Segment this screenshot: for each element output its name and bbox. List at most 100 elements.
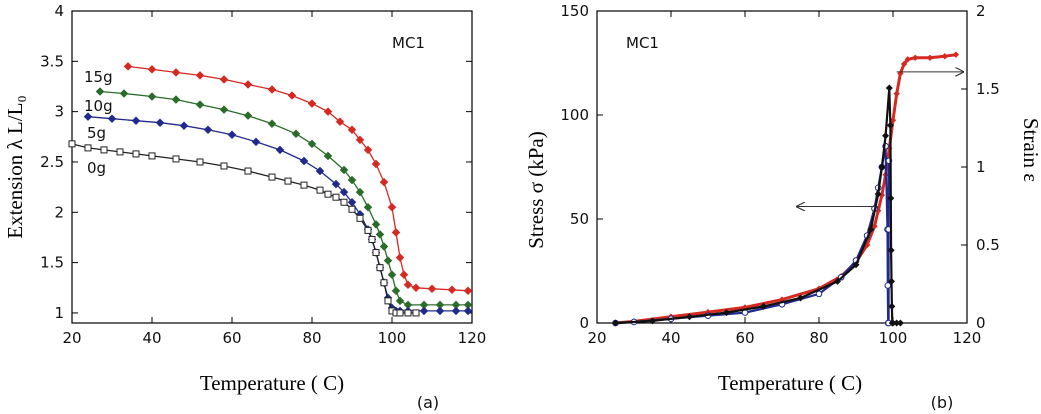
data-point [267, 85, 277, 94]
data-point [371, 220, 381, 229]
b-xtick-label: 80 [809, 329, 828, 347]
data-point [391, 286, 401, 296]
data-point [376, 264, 384, 272]
b-ytick-label-right: 0.5 [976, 236, 1000, 254]
data-point [347, 125, 357, 135]
data-point [878, 163, 886, 171]
a-xtick-label: 60 [222, 329, 241, 347]
data-point [267, 119, 277, 129]
data-point [356, 214, 364, 222]
data-point [339, 165, 349, 175]
data-point [347, 175, 357, 185]
data-point [116, 148, 124, 156]
legend-label-15g: 15g [84, 68, 113, 86]
chart-a-ticks: 20 40 60 80 100 120 1 1.5 2 2.5 3 3.5 4 [40, 2, 486, 347]
data-point [888, 302, 896, 310]
chart-a-annotation: MC1 [392, 34, 425, 52]
data-point [886, 121, 894, 129]
data-point [243, 80, 253, 89]
data-point [926, 54, 934, 61]
data-point [878, 191, 886, 199]
data-point [155, 118, 165, 128]
a-xtick-label: 20 [62, 329, 81, 347]
series-line-stress-blue [615, 146, 891, 325]
data-point [372, 249, 380, 257]
data-point [203, 125, 213, 135]
data-point [897, 70, 904, 77]
data-point [315, 166, 325, 176]
data-point [887, 194, 895, 202]
data-point [884, 282, 892, 289]
data-point [867, 225, 875, 233]
data-point [123, 62, 133, 71]
chart-b-ylabel-right: Strain ε [1019, 118, 1041, 182]
data-point [886, 145, 893, 152]
data-point [887, 246, 895, 254]
chart-b-panel-label: (b) [931, 393, 954, 412]
a-ytick-label: 1.5 [40, 254, 64, 272]
data-point [195, 71, 205, 80]
series-strain [612, 51, 960, 327]
data-point [368, 235, 376, 243]
data-point [332, 193, 340, 201]
data-point [323, 151, 333, 161]
data-point [371, 159, 381, 169]
data-point [396, 309, 404, 317]
data-point [324, 190, 332, 198]
data-point [888, 277, 896, 285]
a-ytick-label: 2.5 [40, 153, 64, 171]
data-point [340, 198, 348, 206]
a-xtick-label: 120 [458, 329, 487, 347]
data-point [316, 186, 324, 194]
data-point [875, 207, 882, 214]
chart-b-series [612, 51, 960, 327]
data-point [723, 309, 730, 317]
chart-a-panel-label: (a) [417, 393, 439, 412]
data-point [307, 139, 317, 149]
data-point [383, 256, 393, 265]
data-point [391, 228, 401, 237]
series-10g [95, 87, 473, 310]
data-point [107, 114, 117, 124]
data-point [834, 277, 841, 285]
data-point [612, 319, 619, 327]
data-point [427, 284, 437, 294]
series-stress-blue [612, 142, 893, 327]
b-xtick-label: 60 [735, 329, 754, 347]
data-point [852, 261, 860, 269]
series-0g [68, 140, 420, 317]
b-ytick-label-left: 150 [560, 2, 589, 20]
data-point [379, 177, 389, 187]
data-point [874, 190, 882, 198]
data-point [307, 99, 317, 108]
data-point [419, 306, 429, 316]
data-point [251, 137, 261, 147]
series-line-stress-black [615, 87, 901, 325]
b-ytick-label-right: 0 [976, 314, 986, 332]
data-point [447, 285, 457, 295]
b-ytick-label-right: 2 [976, 2, 986, 20]
data-point [363, 145, 373, 155]
data-point [299, 156, 309, 166]
chart-b-arrows [797, 72, 964, 207]
data-point [380, 279, 388, 287]
data-point [196, 158, 204, 166]
legend-label-10g: 10g [84, 97, 113, 115]
legend-label-0g: 0g [87, 159, 106, 177]
series-line-10g [99, 90, 468, 306]
a-xtick-label: 80 [302, 329, 321, 347]
data-point [95, 87, 105, 96]
chart-a: 20 40 60 80 100 120 1 1.5 2 2.5 3 3.5 4 MC1 Temperat… [3, 2, 486, 412]
data-point [172, 155, 180, 163]
data-point [882, 132, 890, 140]
b-xtick-label: 100 [879, 329, 908, 347]
legend-label-5g: 5g [87, 124, 106, 142]
b-ytick-label-left: 50 [570, 210, 589, 228]
chart-b-xlabel: Temperature ( C) [718, 371, 862, 395]
data-point [83, 112, 93, 122]
data-point [404, 309, 412, 317]
data-point [171, 68, 181, 77]
data-point [885, 84, 893, 92]
data-point [243, 111, 253, 121]
